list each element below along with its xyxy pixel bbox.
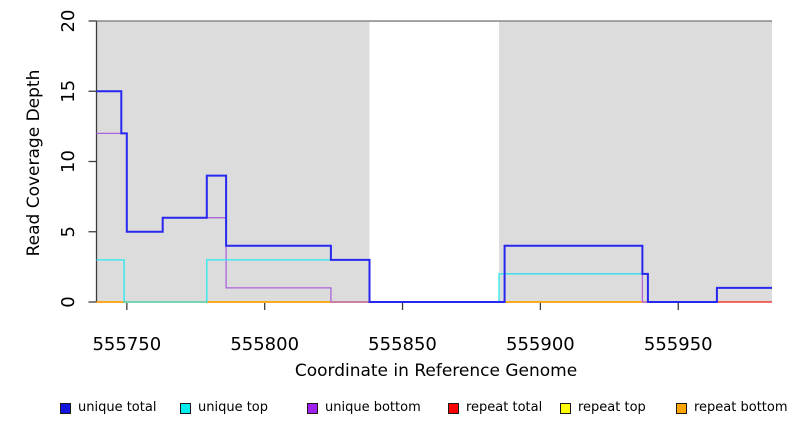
legend-swatch-repeat-top [560,402,571,414]
legend-item-repeat-bottom: repeat bottom [676,398,788,418]
coverage-plot-canvas: 555750 555800 555850 555900 555950 0 5 10 15 20 [58,10,772,355]
legend-swatch-repeat-bottom [676,402,687,414]
legend-item-unique-total: unique total [60,398,156,418]
legend-swatch-repeat-total [448,402,459,414]
legend-item-unique-bottom: unique bottom [307,398,421,418]
x-axis-title: Coordinate in Reference Genome [294,361,578,381]
legend-label: unique bottom [325,400,421,415]
legend-swatch-unique-total [60,402,71,414]
y-tick-label: 20 [58,10,79,33]
legend: unique total unique top unique bottom repea… [0,398,792,422]
masked-region [369,21,500,303]
x-tick-label: 555950 [644,334,713,355]
legend-item-repeat-total: repeat total [448,398,542,418]
x-tick-label: 555900 [506,334,575,355]
series-unique-total [96,90,772,303]
legend-item-unique-top: unique top [180,398,268,418]
y-axis-title: Read Coverage Depth [24,69,44,257]
x-tick-label: 555750 [92,334,161,355]
legend-item-repeat-top: repeat top [560,398,646,418]
legend-swatch-unique-bottom [307,402,318,414]
legend-label: repeat total [466,400,543,415]
y-tick-label: 15 [58,80,79,103]
y-tick-label: 5 [58,226,79,237]
y-tick-label: 10 [58,150,79,173]
y-tick-label: 0 [58,296,79,307]
x-tick-label: 555800 [230,334,299,355]
legend-label: unique top [198,400,269,415]
legend-label: repeat top [578,400,646,415]
legend-label: unique total [78,400,157,415]
x-tick-label: 555850 [368,334,437,355]
legend-swatch-unique-top [180,402,191,414]
legend-label: repeat bottom [694,400,788,415]
